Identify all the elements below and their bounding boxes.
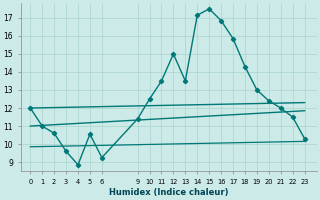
X-axis label: Humidex (Indice chaleur): Humidex (Indice chaleur) bbox=[109, 188, 228, 197]
